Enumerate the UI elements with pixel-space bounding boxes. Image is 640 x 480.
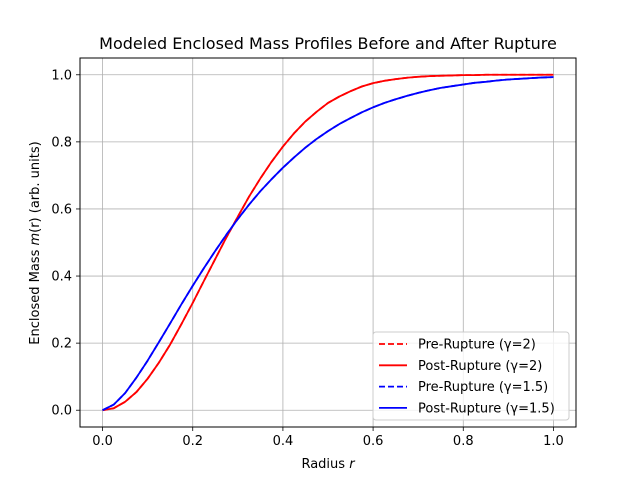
x-tick-label: 1.0 xyxy=(543,434,564,449)
grid xyxy=(80,58,576,427)
x-tick-label: 0.4 xyxy=(273,434,294,449)
series-line-4 xyxy=(102,76,554,412)
y-tick-label: 0.4 xyxy=(51,270,72,285)
x-tick-label: 0.2 xyxy=(182,434,203,449)
plot-frame xyxy=(79,57,577,428)
series-line-2 xyxy=(102,73,554,412)
x-tick-label: 0.0 xyxy=(92,434,113,449)
y-tick-label: 0.8 xyxy=(51,135,72,150)
legend-label: Post-Rupture (γ=1.5) xyxy=(418,401,555,416)
legend-box xyxy=(372,331,570,421)
x-tick-label: 0.6 xyxy=(363,434,384,449)
legend: Pre-Rupture (γ=2) Post-Rupture (γ=2) Pre-R… xyxy=(372,331,570,421)
x-tick-label: 0.8 xyxy=(453,434,474,449)
legend-label: Post-Rupture (γ=2) xyxy=(418,359,542,374)
series-lines xyxy=(102,73,554,412)
y-tick-label: 0.0 xyxy=(51,404,72,419)
chart-title: Modeled Enclosed Mass Profiles Before an… xyxy=(99,34,557,53)
x-axis-label: Radius r xyxy=(301,457,356,472)
y-tick-label: 0.2 xyxy=(51,337,72,352)
legend-label: Pre-Rupture (γ=2) xyxy=(418,338,536,353)
y-axis-label: Enclosed Mass m(r) (arb. units) xyxy=(28,141,43,344)
y-tick-label: 1.0 xyxy=(51,68,72,83)
y-tick-label: 0.6 xyxy=(51,202,72,217)
axis-ticks: 0.0 0.2 0.4 0.6 0.8 1.0 0.0 0.2 0.4 0.6 0.8 1.0 xyxy=(51,68,563,449)
legend-label: Pre-Rupture (γ=1.5) xyxy=(418,380,548,395)
